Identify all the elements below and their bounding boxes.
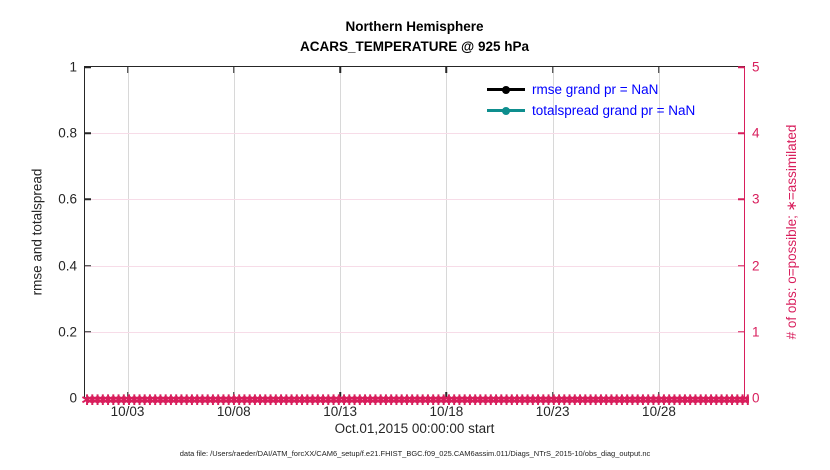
x-gridline bbox=[658, 67, 660, 398]
y-right-tick-label: 2 bbox=[752, 258, 760, 274]
y-left-tick-label: 1 bbox=[69, 59, 77, 75]
x-tick-label: 10/03 bbox=[110, 404, 145, 419]
legend-label-rmse: rmse grand pr = NaN bbox=[532, 82, 659, 97]
y-left-tick-label: 0 bbox=[69, 390, 77, 406]
totalspread-line-sample bbox=[487, 106, 525, 115]
plot-area: 10/03 10/08 10/13 10/18 10/23 10/28 0 0.2 0.4 0.6… bbox=[58, 60, 759, 420]
x-tick-label: 10/18 bbox=[429, 404, 464, 419]
x-tick-mark-mirror bbox=[551, 67, 554, 73]
y-left-tick-mark bbox=[85, 331, 91, 333]
x-tick-mark-mirror bbox=[445, 67, 448, 73]
y-left-tick-label: 0.8 bbox=[58, 125, 77, 141]
y-gridline bbox=[85, 331, 744, 333]
y-right-tick-mark bbox=[738, 397, 744, 399]
x-tick-label: 10/28 bbox=[642, 404, 676, 419]
x-tick-mark bbox=[658, 392, 660, 398]
y-right-tick-mark bbox=[738, 264, 744, 267]
rmse-line-sample bbox=[487, 85, 525, 94]
totalspread-marker-dot bbox=[502, 106, 510, 115]
y-right-tick-mark bbox=[738, 132, 744, 134]
y-right-tick-mark bbox=[738, 66, 744, 68]
y-left-tick-label: 0.2 bbox=[58, 324, 77, 340]
chart-title: Northern Hemisphere ACARS_TEMPERATURE @ … bbox=[84, 17, 745, 56]
obs-markers-band: ∗∗∗∗∗∗∗∗∗∗∗∗∗∗∗∗∗∗∗∗∗∗∗∗∗∗∗∗∗∗∗∗∗∗∗∗∗∗∗∗… bbox=[80, 392, 749, 408]
title-variable: ACARS_TEMPERATURE @ 925 hPa bbox=[300, 38, 529, 54]
y-left-tick-label: 0.6 bbox=[58, 191, 77, 207]
y-left-tick-mark bbox=[85, 132, 91, 134]
x-tick-mark-mirror bbox=[339, 67, 341, 73]
y-left-tick-mark bbox=[85, 264, 91, 267]
x-tick-mark bbox=[233, 392, 235, 398]
x-tick-label: 10/08 bbox=[216, 404, 251, 419]
right-axis-label: # of obs: o=possible; ∗=assimilated bbox=[784, 124, 799, 340]
y-gridline bbox=[85, 199, 744, 201]
y-left-tick-mark bbox=[85, 198, 91, 201]
x-gridline bbox=[446, 67, 448, 398]
legend-label-totalspread: totalspread grand pr = NaN bbox=[532, 103, 696, 118]
y-right-tick-label: 5 bbox=[752, 59, 760, 75]
x-gridline bbox=[552, 67, 554, 398]
x-axis-label: Oct.01,2015 00:00:00 start bbox=[334, 421, 495, 436]
legend-entry-totalspread: totalspread grand pr = NaN bbox=[487, 100, 695, 121]
legend: rmse grand pr = NaN totalspread grand pr… bbox=[487, 79, 695, 121]
x-gridline bbox=[340, 67, 342, 398]
y-right-tick-mark bbox=[738, 198, 744, 201]
y-gridline bbox=[85, 133, 744, 135]
left-axis-label: rmse and totalspread bbox=[29, 168, 45, 296]
x-tick-mark bbox=[551, 392, 554, 398]
x-tick-mark-mirror bbox=[126, 67, 129, 73]
y-left-tick-mark bbox=[85, 397, 91, 399]
x-gridline bbox=[233, 67, 235, 398]
rmse-marker-dot bbox=[502, 85, 510, 94]
x-gridline bbox=[127, 67, 129, 398]
x-tick-mark bbox=[126, 392, 129, 398]
y-left-tick-label: 0.4 bbox=[58, 258, 77, 274]
y-left-tick-mark bbox=[85, 66, 91, 68]
x-tick-label: 10/23 bbox=[535, 404, 570, 419]
y-right-tick-label: 0 bbox=[752, 390, 760, 406]
x-tick-mark bbox=[445, 392, 448, 398]
title-region: Northern Hemisphere bbox=[345, 19, 484, 34]
y-right-tick-label: 3 bbox=[752, 191, 760, 207]
y-right-tick-label: 1 bbox=[752, 324, 760, 340]
x-tick-label: 10/13 bbox=[323, 404, 357, 419]
y-gridline bbox=[85, 265, 744, 267]
legend-entry-rmse: rmse grand pr = NaN bbox=[487, 79, 695, 100]
x-tick-mark-mirror bbox=[233, 67, 235, 73]
x-tick-mark-mirror bbox=[658, 67, 660, 73]
data-file-path: data file: /Users/raeder/DAI/ATM_forcXX/… bbox=[179, 449, 651, 458]
y-right-tick-mark bbox=[738, 331, 744, 333]
y-right-tick-label: 4 bbox=[752, 125, 760, 141]
x-tick-mark bbox=[339, 392, 341, 398]
